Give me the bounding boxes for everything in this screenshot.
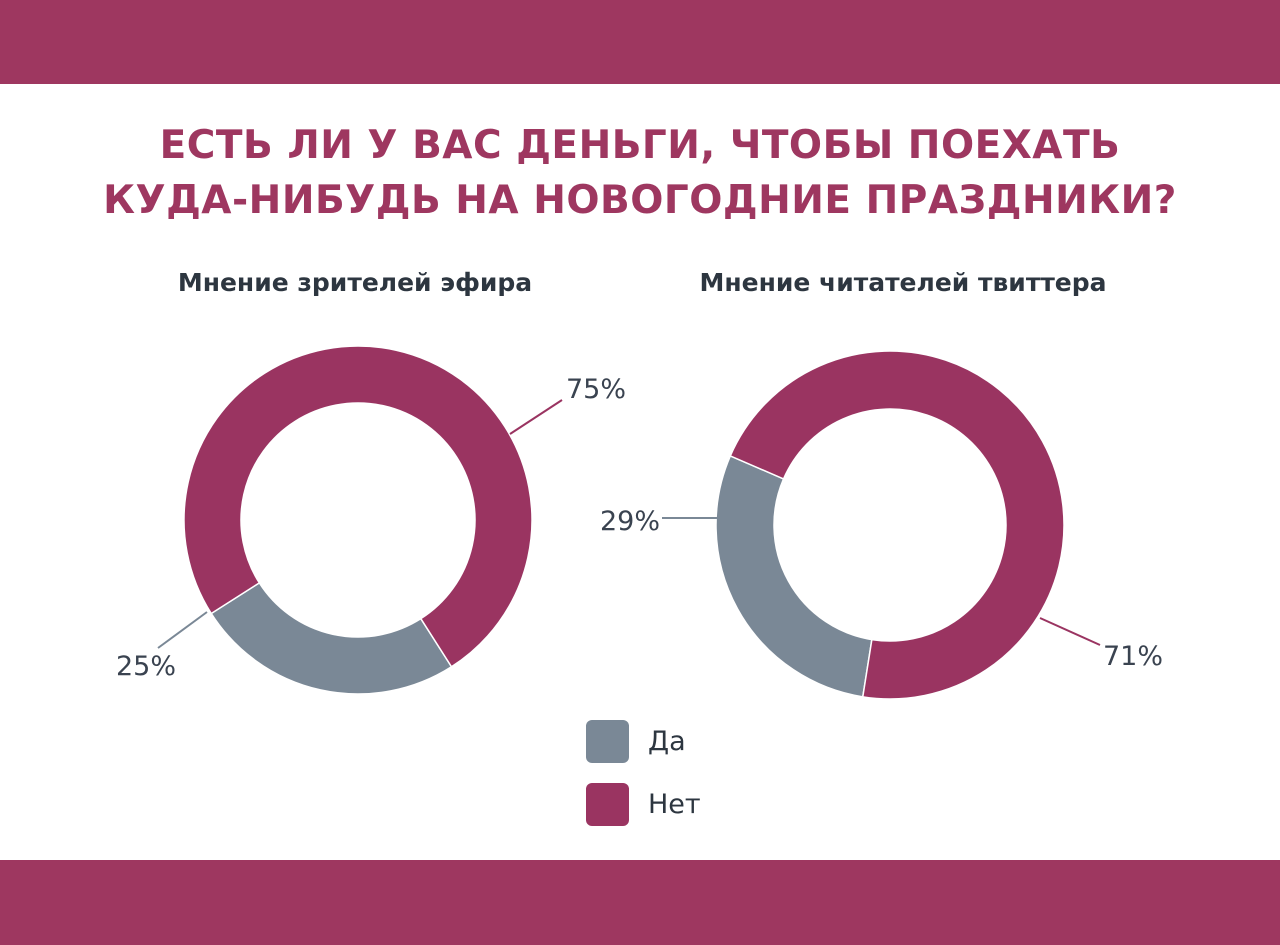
bottom-banner: [0, 860, 1280, 945]
leader-line-no: [509, 399, 563, 435]
leader-line-no: [1039, 617, 1101, 646]
top-banner: [0, 0, 1280, 84]
page-title: ЕСТЬ ЛИ У ВАС ДЕНЬГИ, ЧТОБЫ ПОЕХАТЬ КУДА…: [0, 118, 1280, 228]
donut-slice-yes: [715, 454, 873, 698]
leader-line-yes: [157, 611, 208, 649]
donut-chart-twitter: 29% 71%: [600, 350, 1163, 700]
legend-label-no: Нет: [648, 789, 701, 820]
chart-title-viewers: Мнение зрителей эфира: [177, 268, 533, 297]
legend-item-no: Нет: [586, 783, 786, 827]
title-line-1: ЕСТЬ ЛИ У ВАС ДЕНЬГИ, ЧТОБЫ ПОЕХАТЬ: [159, 123, 1121, 168]
title-line-2: КУДА-НИБУДЬ НА НОВОГОДНИЕ ПРАЗДНИКИ?: [103, 178, 1177, 223]
data-label-yes: 25%: [116, 651, 176, 682]
donut-slice-no: [183, 345, 533, 668]
chart-title-twitter: Мнение читателей твиттера: [699, 268, 1107, 297]
donut-slice-yes: [210, 581, 453, 695]
data-label-no: 75%: [566, 374, 626, 405]
donut-slice-no: [729, 350, 1065, 700]
data-label-yes: 29%: [600, 506, 660, 537]
data-label-no: 71%: [1103, 641, 1163, 672]
legend-label-yes: Да: [648, 726, 686, 757]
legend-item-yes: Да: [586, 720, 786, 764]
donut-chart-viewers: 25% 75%: [116, 345, 626, 695]
legend-swatch-no: [586, 783, 629, 826]
legend-swatch-yes: [586, 720, 629, 763]
